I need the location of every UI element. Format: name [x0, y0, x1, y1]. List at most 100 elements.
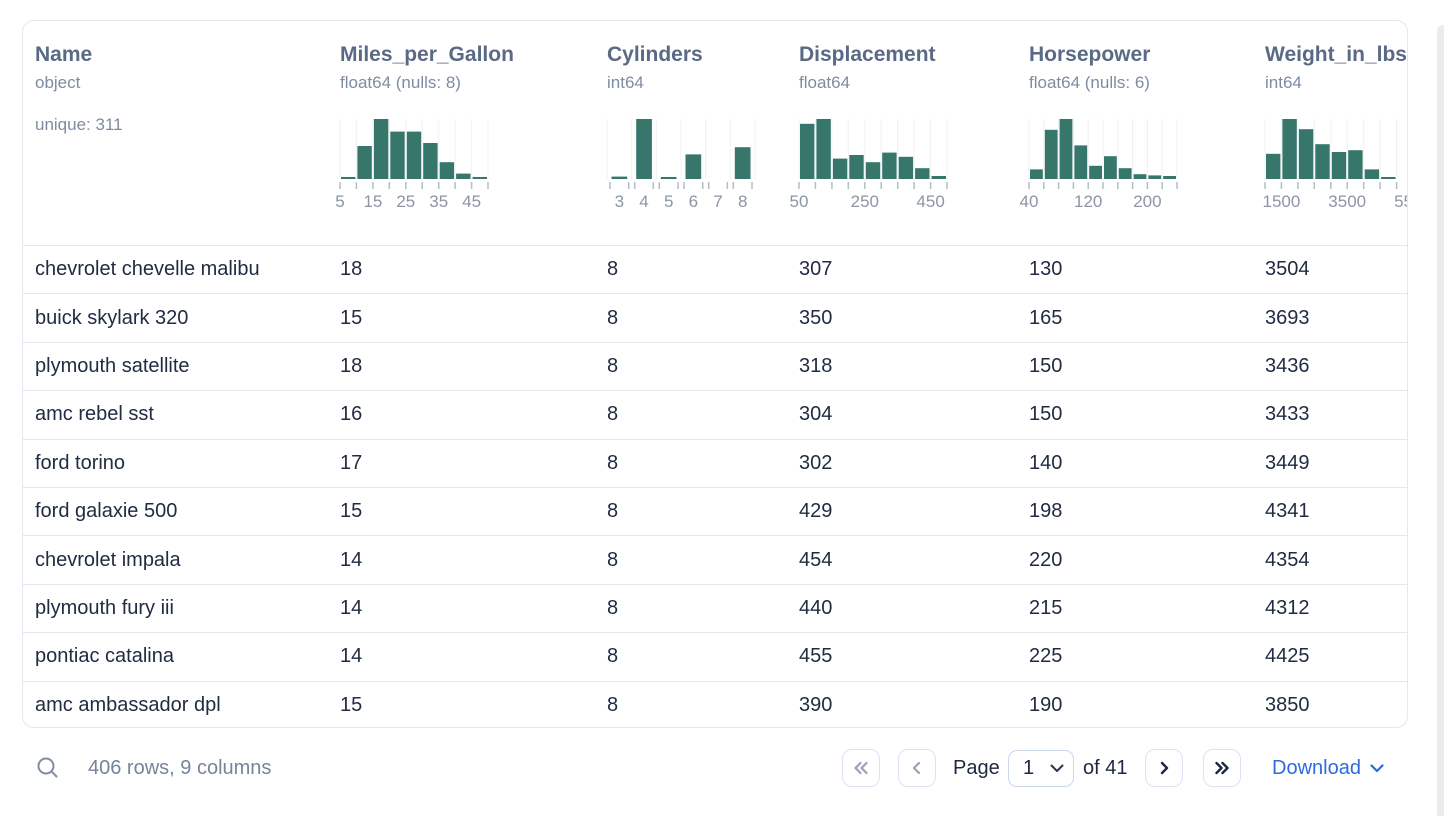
table-cell: 440 — [799, 596, 833, 619]
column-title: Displacement — [799, 43, 936, 66]
prev-page-button[interactable] — [898, 749, 936, 787]
table-row: amc ambassador dpl 15 8 390 190 3850 — [23, 680, 1407, 727]
column-header-horsepower[interactable]: Horsepower float64 (nulls: 6) 40 120 200 — [1020, 21, 1199, 213]
svg-text:450: 450 — [916, 192, 944, 211]
table-cell: 8 — [607, 645, 619, 668]
svg-text:6: 6 — [689, 192, 698, 211]
table-cell: 14 — [340, 548, 363, 571]
table-cell: 454 — [799, 548, 833, 571]
histogram-miles-per-gallon[interactable]: 5 15 25 35 45 — [335, 119, 510, 213]
svg-text:40: 40 — [1020, 192, 1039, 211]
page-select[interactable]: 1 — [1008, 750, 1074, 787]
column-title: Horsepower — [1029, 43, 1151, 66]
table-cell: 165 — [1029, 306, 1063, 329]
table-cell: 4312 — [1265, 596, 1310, 619]
table-cell: 304 — [799, 403, 833, 426]
table-cell: 150 — [1029, 354, 1063, 377]
table-cell: 18 — [340, 258, 363, 281]
table-cell: 455 — [799, 645, 833, 668]
svg-text:7: 7 — [713, 192, 722, 211]
table-cell: 198 — [1029, 500, 1063, 523]
table-cell: 3693 — [1265, 306, 1310, 329]
table-cell: 3433 — [1265, 403, 1310, 426]
table-footer: 406 rows, 9 columns Page 1 of 41 — [22, 744, 1408, 792]
table-cell: 3504 — [1265, 258, 1310, 281]
table-cell: 215 — [1029, 596, 1063, 619]
column-type: float64 — [799, 73, 851, 92]
table-cell: 350 — [799, 306, 833, 329]
table-cell: 8 — [607, 354, 619, 377]
column-type: float64 (nulls: 8) — [340, 73, 461, 92]
table-cell: 14 — [340, 596, 363, 619]
first-page-button[interactable] — [842, 749, 880, 787]
download-label: Download — [1272, 756, 1361, 779]
next-page-button[interactable] — [1145, 749, 1183, 787]
table-cell: pontiac catalina — [35, 645, 174, 668]
column-type: int64 — [1265, 73, 1302, 92]
table-cell: 8 — [607, 596, 619, 619]
search-icon[interactable] — [36, 756, 60, 780]
download-button[interactable]: Download — [1272, 744, 1384, 792]
table-cell: 8 — [607, 258, 619, 281]
prev-page-icon — [912, 761, 921, 775]
table-cell: amc rebel sst — [35, 403, 154, 426]
column-unique-count: unique: 311 — [35, 115, 123, 134]
table-row: amc rebel sst 16 8 304 150 3433 — [23, 390, 1407, 438]
svg-text:15: 15 — [363, 192, 382, 211]
table-cell: ford torino — [35, 451, 126, 474]
row-count-summary: 406 rows, 9 columns — [88, 756, 272, 779]
table-cell: 8 — [607, 403, 619, 426]
table-row: ford galaxie 500 15 8 429 198 4341 — [23, 486, 1407, 535]
column-header-cylinders[interactable]: Cylinders int64 3 4 5 6 7 8 — [606, 21, 777, 213]
column-title: Cylinders — [607, 43, 703, 66]
svg-text:8: 8 — [738, 192, 747, 211]
table-cell: 3436 — [1265, 354, 1310, 377]
column-header-miles-per-gallon[interactable]: Miles_per_Gallon float64 (nulls: 8) 5 15 25 3… — [335, 21, 514, 213]
svg-text:3500: 3500 — [1328, 192, 1366, 211]
table-cell: 3850 — [1265, 693, 1310, 716]
table-cell: chevrolet chevelle malibu — [35, 258, 260, 281]
svg-text:120: 120 — [1074, 192, 1102, 211]
column-header-name[interactable]: Name object unique: 311 — [35, 21, 123, 135]
svg-text:35: 35 — [429, 192, 448, 211]
table-cell: plymouth satellite — [35, 354, 190, 377]
table-cell: 8 — [607, 548, 619, 571]
svg-text:250: 250 — [851, 192, 879, 211]
svg-text:4: 4 — [639, 192, 648, 211]
table-cell: 15 — [340, 306, 363, 329]
table-cell: amc ambassador dpl — [35, 693, 221, 716]
column-type: object — [35, 73, 81, 92]
table-cell: 8 — [607, 693, 619, 716]
svg-text:45: 45 — [462, 192, 481, 211]
table-cell: 8 — [607, 451, 619, 474]
table-cell: 18 — [340, 354, 363, 377]
column-title: Name — [35, 43, 93, 66]
table-cell: 429 — [799, 500, 833, 523]
histogram-displacement[interactable]: 50 250 450 — [790, 119, 969, 213]
histogram-horsepower[interactable]: 40 120 200 — [1020, 119, 1199, 213]
column-header-weight-in-lbs[interactable]: Weight_in_lbs int64 1500 3500 5500 — [1262, 21, 1408, 213]
table-cell: chevrolet impala — [35, 548, 181, 571]
adjacent-panel-edge — [1437, 25, 1444, 816]
page-select-value: 1 — [1023, 757, 1035, 779]
table-cell: 302 — [799, 451, 833, 474]
table-cell: 390 — [799, 693, 833, 716]
column-type: float64 (nulls: 6) — [1029, 73, 1150, 92]
table-cell: 14 — [340, 645, 363, 668]
column-header-displacement[interactable]: Displacement float64 50 250 450 — [790, 21, 969, 213]
page-select-chevron-icon — [1050, 764, 1064, 772]
download-chevron-icon — [1370, 763, 1384, 772]
table-cell: 8 — [607, 306, 619, 329]
table-cell: 15 — [340, 500, 363, 523]
table-cell: 15 — [340, 693, 363, 716]
table-row: pontiac catalina 14 8 455 225 4425 — [23, 632, 1407, 680]
table-cell: 140 — [1029, 451, 1063, 474]
table-cell: 8 — [607, 500, 619, 523]
histogram-weight-in-lbs[interactable]: 1500 3500 5500 — [1262, 119, 1408, 213]
table-cell: 307 — [799, 258, 833, 281]
svg-text:5: 5 — [335, 192, 344, 211]
column-title: Weight_in_lbs — [1265, 43, 1407, 66]
last-page-button[interactable] — [1203, 749, 1241, 787]
